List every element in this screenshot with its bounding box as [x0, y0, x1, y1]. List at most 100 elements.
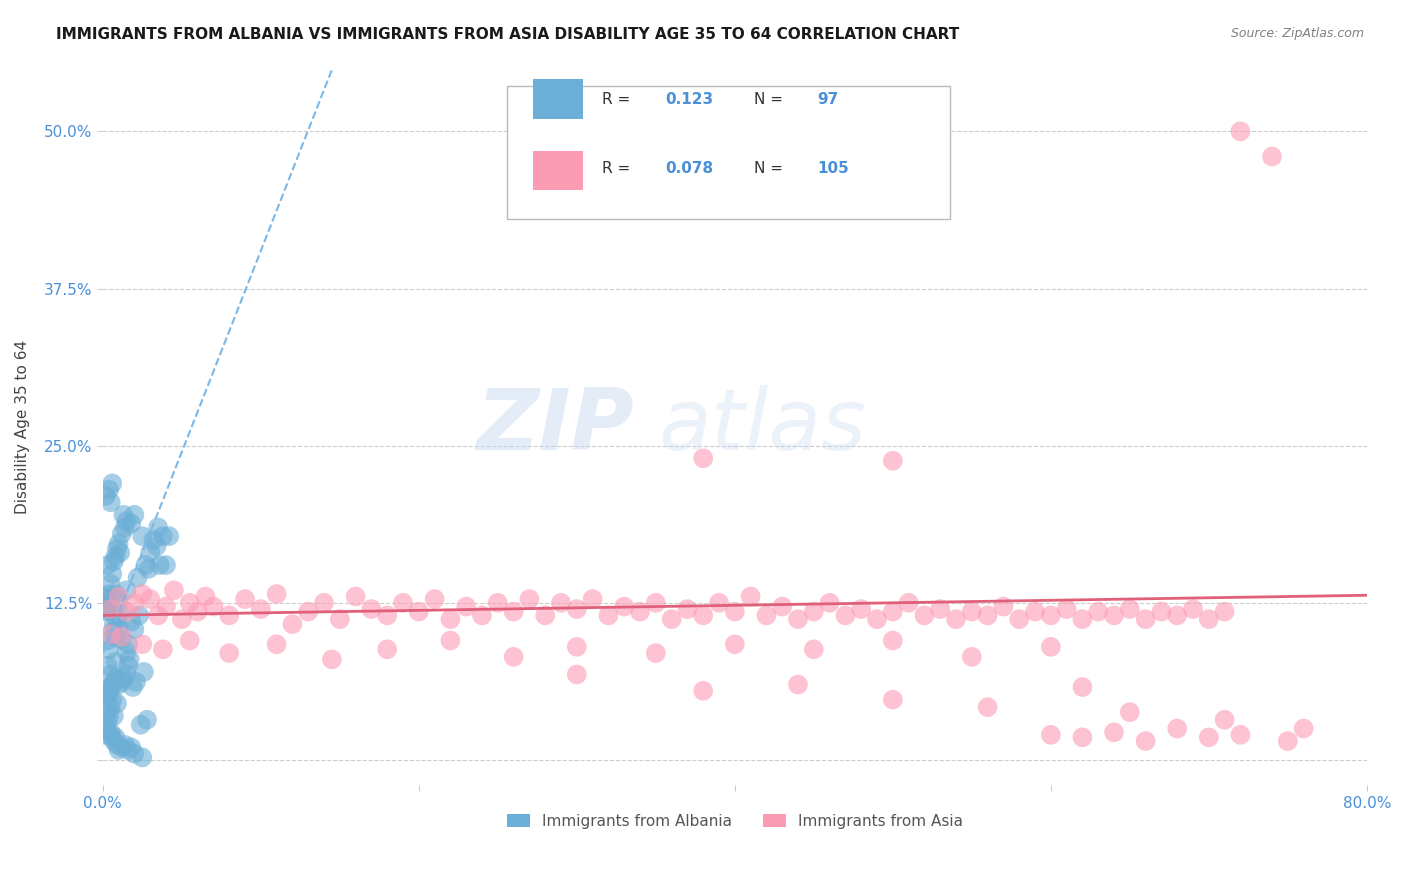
Point [375, 608, 398, 623]
Point [297, 605, 319, 619]
Point [344, 590, 367, 604]
Point [1261, 149, 1284, 163]
Point [100, 495, 122, 509]
Point [565, 602, 588, 616]
Point [107, 594, 129, 608]
Point [100, 602, 122, 616]
Point [115, 605, 138, 619]
Point [519, 592, 541, 607]
Point [1008, 612, 1031, 626]
Point [101, 605, 124, 619]
Point [111, 526, 134, 541]
Y-axis label: Disability Age 35 to 64: Disability Age 35 to 64 [15, 340, 30, 514]
Point [152, 529, 174, 543]
Point [108, 545, 131, 559]
Point [103, 675, 125, 690]
Point [125, 675, 148, 690]
Point [661, 612, 683, 626]
Point [96, 633, 118, 648]
Point [1213, 713, 1236, 727]
Point [96, 658, 118, 673]
Bar [533, 151, 583, 190]
Point [100, 667, 122, 681]
Point [1119, 602, 1142, 616]
Point [329, 612, 352, 626]
Point [100, 700, 122, 714]
Point [94, 605, 117, 619]
Point [152, 642, 174, 657]
Point [692, 451, 714, 466]
Point [157, 529, 180, 543]
Point [1166, 722, 1188, 736]
Point [960, 605, 983, 619]
Point [105, 697, 128, 711]
Text: R =: R = [602, 161, 636, 177]
Point [105, 738, 128, 752]
Point [117, 658, 139, 673]
Point [218, 646, 240, 660]
Point [115, 645, 138, 659]
Point [960, 649, 983, 664]
Point [993, 599, 1015, 614]
Point [121, 680, 143, 694]
Point [1039, 640, 1062, 654]
Point [565, 667, 588, 681]
Point [1056, 602, 1078, 616]
Point [103, 554, 125, 568]
Legend: Immigrants from Albania, Immigrants from Asia: Immigrants from Albania, Immigrants from… [501, 807, 969, 835]
Point [134, 558, 156, 573]
FancyBboxPatch shape [508, 87, 949, 219]
Point [103, 734, 125, 748]
Point [131, 529, 153, 543]
Point [115, 583, 138, 598]
Point [114, 738, 136, 752]
Point [124, 747, 146, 761]
Point [787, 677, 810, 691]
Point [115, 514, 138, 528]
Point [1277, 734, 1299, 748]
Point [1087, 605, 1109, 619]
Point [139, 592, 162, 607]
Point [1135, 612, 1157, 626]
Point [179, 596, 201, 610]
Point [117, 637, 139, 651]
Point [101, 476, 124, 491]
Point [146, 608, 169, 623]
Point [392, 596, 415, 610]
Point [1102, 608, 1125, 623]
Bar [533, 79, 583, 119]
Text: atlas: atlas [659, 385, 868, 468]
Text: N =: N = [754, 92, 787, 107]
Point [96, 705, 118, 719]
Point [1229, 124, 1251, 138]
Point [502, 605, 524, 619]
Point [124, 622, 146, 636]
Point [94, 690, 117, 704]
Point [104, 731, 127, 745]
Point [1071, 680, 1094, 694]
Point [120, 740, 142, 755]
Point [581, 592, 603, 607]
Point [312, 596, 335, 610]
Point [1166, 608, 1188, 623]
Point [101, 566, 124, 581]
Point [866, 612, 889, 626]
Point [139, 545, 162, 559]
Point [155, 599, 177, 614]
Point [93, 728, 115, 742]
Point [471, 608, 494, 623]
Point [375, 642, 398, 657]
Point [127, 571, 149, 585]
Point [104, 671, 127, 685]
Point [834, 608, 856, 623]
Point [628, 605, 651, 619]
Point [100, 627, 122, 641]
Point [1071, 731, 1094, 745]
Text: 97: 97 [817, 92, 838, 107]
Point [502, 649, 524, 664]
Point [94, 722, 117, 736]
Point [107, 677, 129, 691]
Point [676, 602, 699, 616]
Point [707, 596, 730, 610]
Point [111, 740, 134, 755]
